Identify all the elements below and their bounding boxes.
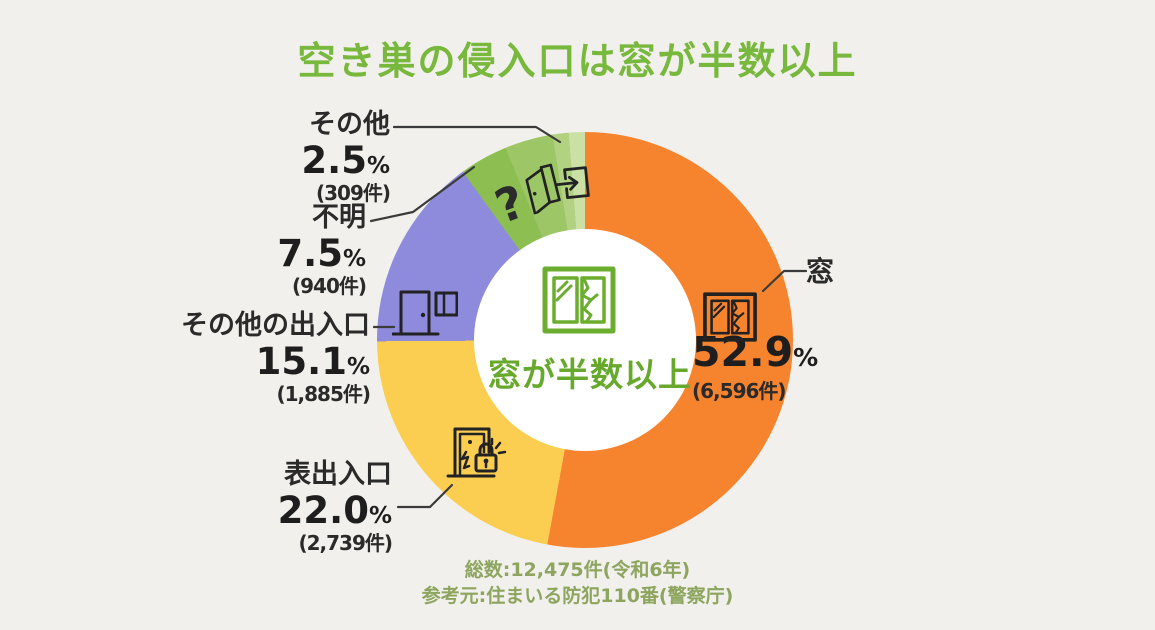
label-block-mado-stats: 52.9% (6,596件)	[692, 328, 819, 404]
donut-center-label: 窓が半数以上	[488, 355, 692, 394]
source-text: 参考元:住まいる防犯110番(警察庁)	[421, 585, 734, 607]
percent-sign: %	[793, 343, 819, 372]
broken-window-icon	[541, 262, 617, 338]
label-block-sonota: その他 2.5% (309件)	[301, 109, 391, 205]
category-percent: 15.1	[255, 340, 347, 384]
chart-title: 空き巣の侵入口は窓が半数以上	[297, 39, 858, 83]
category-percent: 22.0	[277, 489, 369, 533]
category-label: 表出入口	[284, 459, 392, 490]
percent-sign: %	[346, 354, 370, 381]
category-percent: 2.5	[301, 139, 367, 183]
category-percent: 52.9	[692, 328, 794, 376]
percent-sign: %	[342, 246, 366, 273]
category-count: (1,885件)	[276, 381, 371, 406]
open-door-icon	[525, 163, 561, 216]
door-and-window-icon	[392, 290, 458, 336]
category-count: (2,739件)	[298, 530, 393, 555]
category-label: 不明	[312, 202, 366, 233]
label-block-sonota-deiriguchi: その他の出入口 15.1% (1,885件)	[181, 310, 371, 406]
percent-sign: %	[366, 153, 390, 180]
category-percent: 7.5	[277, 232, 343, 276]
cracked-window-icon	[703, 292, 757, 342]
category-count: (309件)	[315, 180, 391, 205]
category-count: (6,596件)	[692, 379, 787, 404]
percent-sign: %	[368, 503, 392, 530]
donut-hole	[474, 229, 696, 451]
label-mado: 窓	[806, 255, 835, 288]
locked-door-icon	[446, 427, 507, 478]
total-count-text: 総数:12,475件(令和6年)	[464, 559, 691, 581]
enter-arrow-icon	[554, 166, 590, 200]
category-label: その他の出入口	[181, 310, 370, 341]
category-count: (940件)	[291, 273, 367, 298]
category-label: その他	[309, 109, 390, 140]
label-block-omote-deiriguchi: 表出入口 22.0% (2,739件)	[277, 459, 393, 555]
label-block-fumei: 不明 7.5% (940件)	[277, 202, 367, 298]
